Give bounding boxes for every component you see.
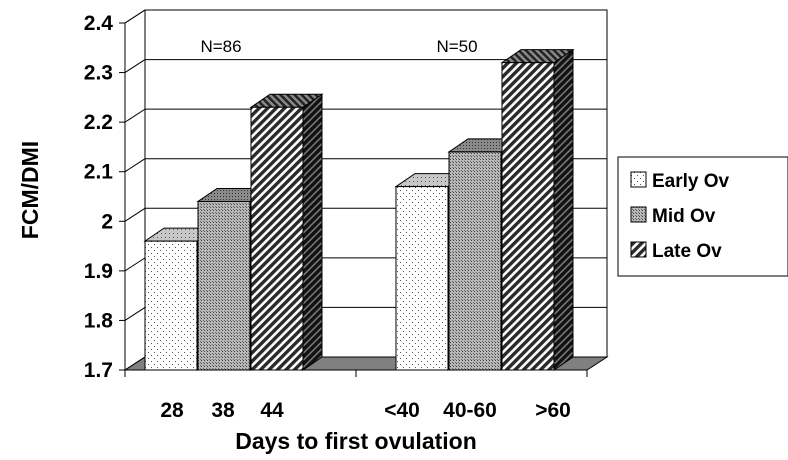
x-tick-label: 44: [260, 399, 284, 422]
bar-front: [396, 187, 448, 370]
y-axis-title: FCM/DMI: [17, 141, 43, 239]
group-annotation: N=86: [200, 37, 241, 56]
y-tick-connector: [125, 258, 145, 271]
y-tick-label: 1.8: [84, 309, 114, 332]
y-tick-connector: [125, 10, 145, 23]
legend-label: Early Ov: [652, 171, 730, 192]
bar: [251, 94, 322, 370]
y-tick-label: 2.1: [84, 161, 114, 184]
x-tick-label: 38: [211, 399, 235, 422]
group-annotation: N=50: [436, 37, 477, 56]
y-tick-connector: [125, 159, 145, 172]
legend-swatch: [631, 172, 646, 187]
x-axis-title: Days to first ovulation: [235, 428, 477, 454]
bar-side: [554, 50, 573, 370]
y-tick-label: 2: [101, 210, 113, 233]
legend: Early Ov Mid Ov Late Ov: [618, 157, 788, 276]
bar-front: [502, 63, 554, 370]
bar-front: [449, 152, 501, 370]
x-tick-label: 28: [160, 399, 184, 422]
legend-label: Late Ov: [652, 241, 722, 262]
y-tick-connector: [125, 307, 145, 320]
y-tick-label: 1.7: [84, 359, 113, 382]
y-tick-label: 2.3: [84, 62, 113, 85]
x-tick-label: >60: [535, 399, 571, 422]
legend-swatch: [631, 242, 646, 257]
y-tick-connector: [125, 208, 145, 221]
bar-front: [145, 241, 197, 370]
bar-front: [251, 107, 303, 370]
x-tick-label: <40: [384, 399, 420, 422]
y-tick-connector: [125, 60, 145, 73]
bar-front: [198, 201, 250, 370]
y-tick-label: 1.9: [84, 260, 113, 283]
y-tick-connector: [125, 109, 145, 122]
bar-side: [303, 94, 322, 370]
x-tick-label: 40-60: [443, 399, 497, 422]
bar: [502, 50, 573, 370]
x-axis: 28 38 44 <40 40-60 >60: [125, 370, 587, 422]
y-axis: 1.7 1.8 1.9 2 2.1 2.2 2.3 2.4: [84, 10, 145, 382]
legend-swatch: [631, 207, 646, 222]
y-tick-label: 2.4: [84, 12, 114, 35]
legend-label: Mid Ov: [652, 206, 716, 227]
y-tick-label: 2.2: [84, 111, 113, 134]
